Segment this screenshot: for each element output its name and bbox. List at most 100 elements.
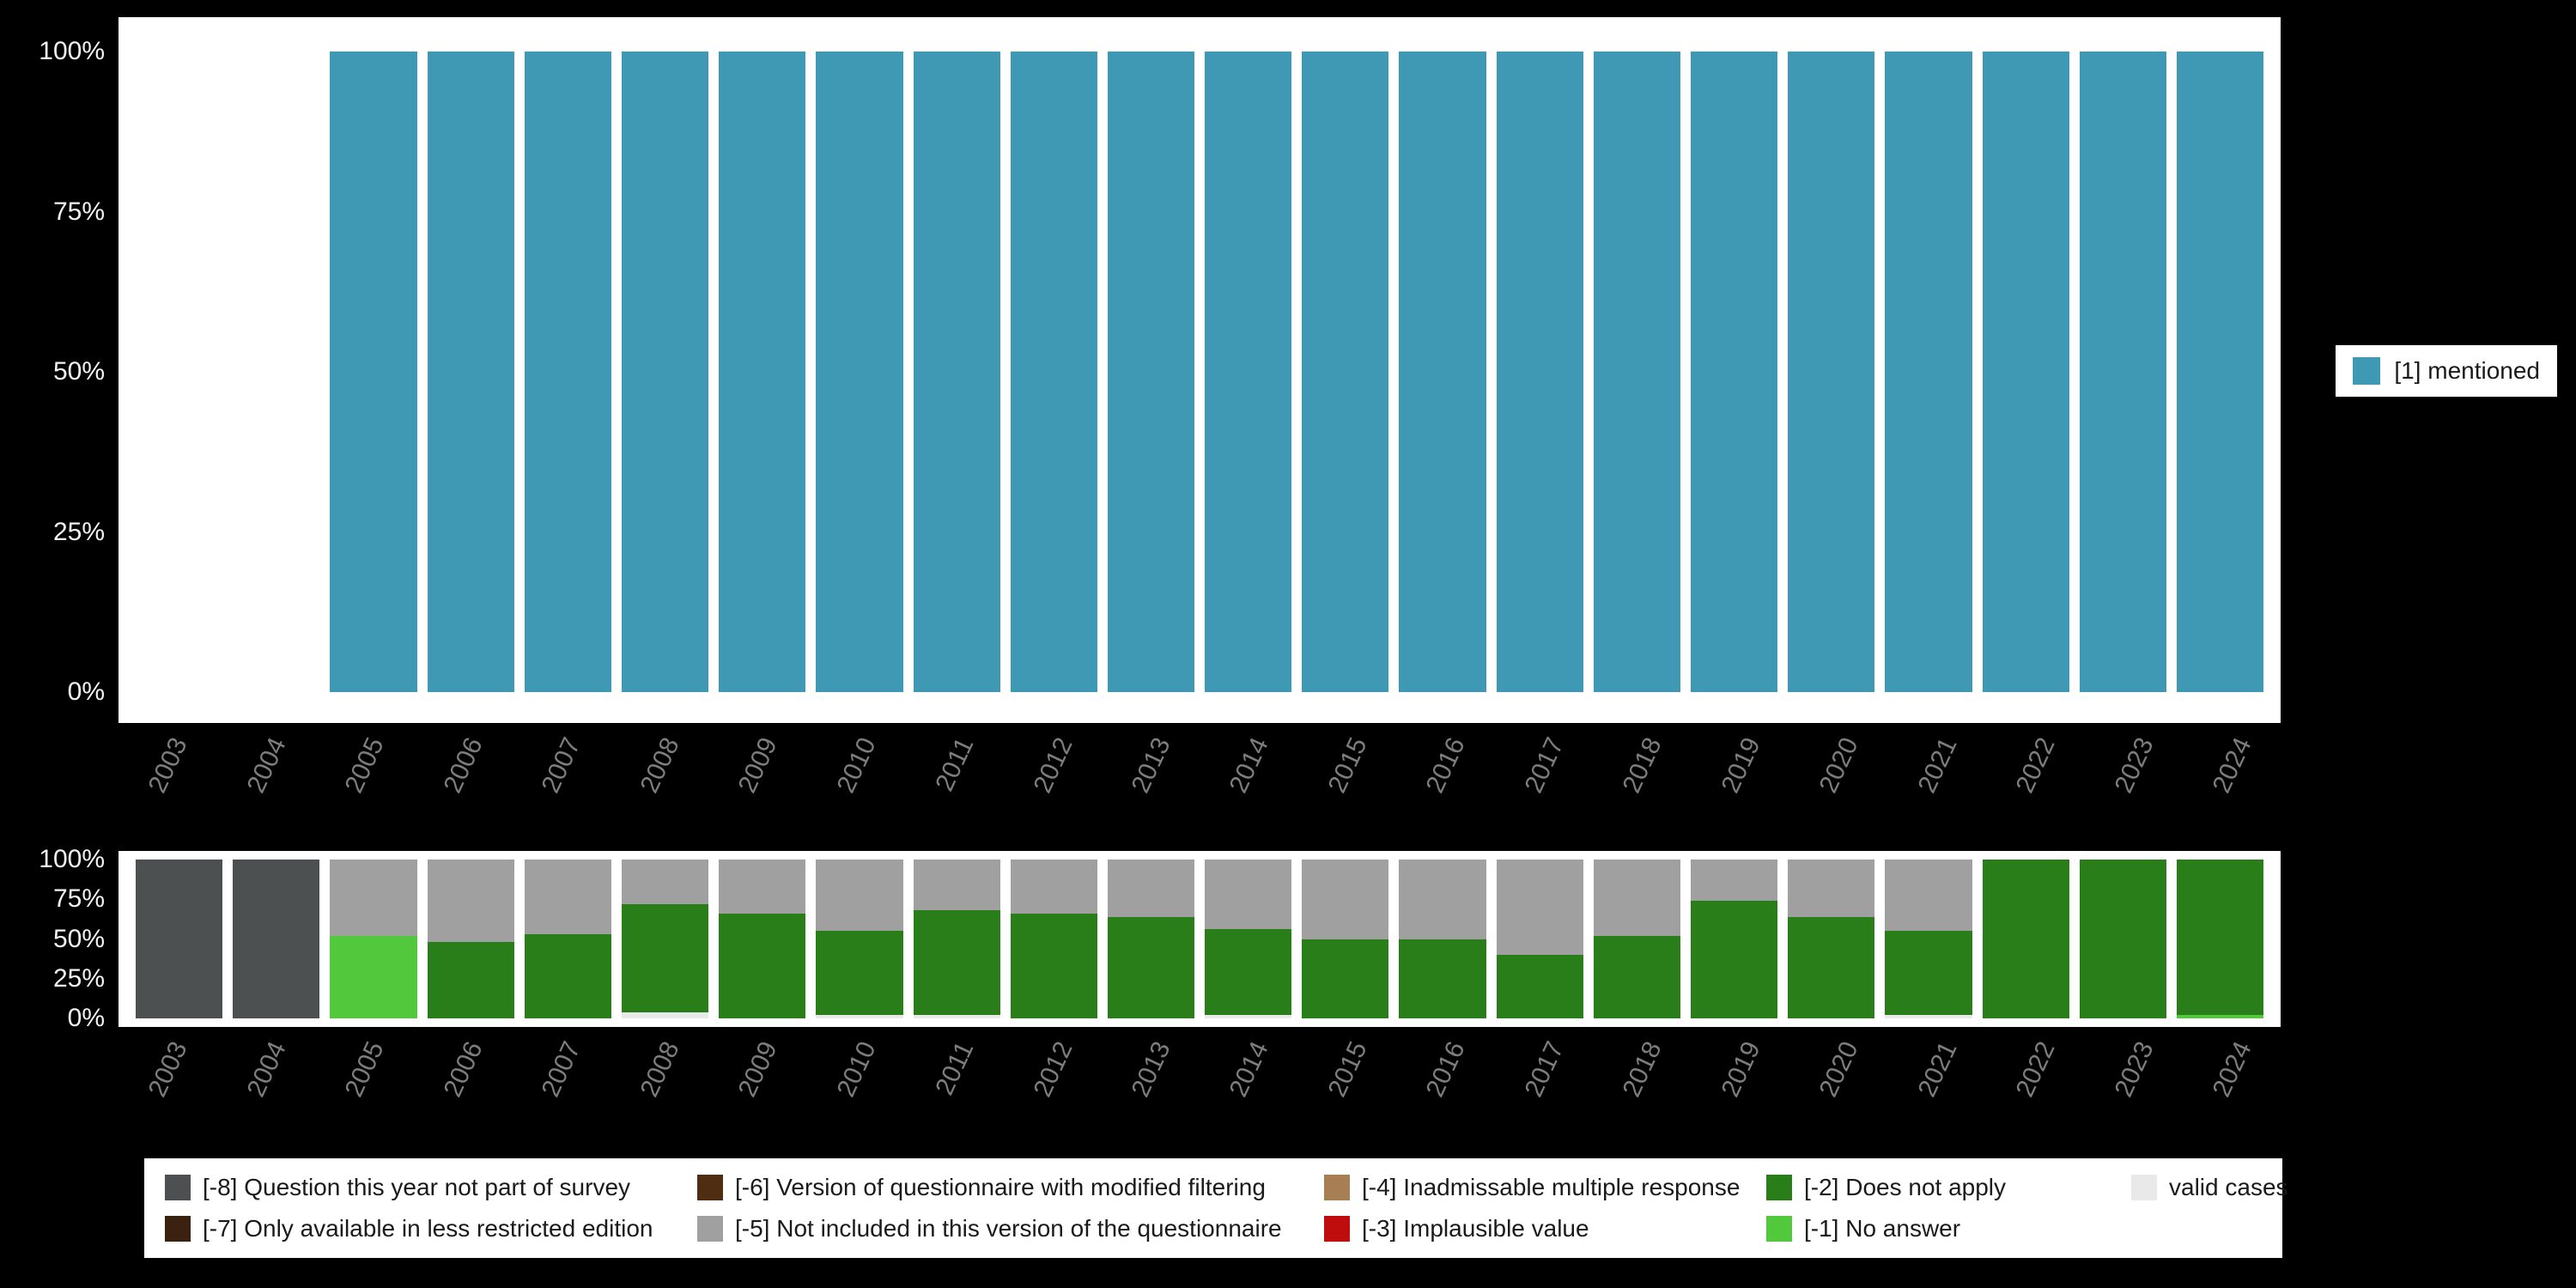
bar-2006 [427,860,514,1018]
bar-slot-2014 [1200,860,1297,1018]
x-tick: 2016 [1396,1030,1494,1159]
bar-2016 [1399,52,1486,692]
bar-2005 [330,860,417,1018]
bar-slot-2004 [228,860,325,1018]
x-tick: 2022 [1986,1030,2084,1159]
bar-slot-2004 [228,52,325,692]
bar-2013 [1107,860,1195,1018]
legend-item: valid cases [2131,1174,2288,1201]
bar-segment [1885,931,1972,1016]
x-tick: 2017 [1494,726,1592,855]
bar-segment [427,52,514,692]
bar-segment [2079,860,2166,1018]
legend-item: [-6] Version of questionnaire with modif… [697,1174,1324,1201]
bar-2014 [1205,860,1292,1018]
bar-2003 [136,52,222,692]
bar-segment [1691,52,1778,692]
x-tick-label-2012: 2012 [1028,733,1078,798]
x-tick: 2019 [1691,1030,1789,1159]
bar-2006 [427,52,514,692]
legend-item-label: [-7] Only available in less restricted e… [203,1215,653,1242]
y-tick-label: 0% [67,1004,105,1032]
bar-slot-2017 [1492,52,1589,692]
bar-2004 [233,52,319,692]
top-chart-panel [118,17,2281,723]
x-tick-label-2013: 2013 [1126,733,1176,798]
legend-item: [-4] Inadmissable multiple response [1324,1174,1766,1201]
x-tick: 2023 [2084,726,2182,855]
bar-segment [1205,860,1292,930]
bar-segment [1399,939,1486,1018]
x-tick-label-2004: 2004 [241,733,292,798]
legend-item-label: [-1] No answer [1804,1215,1961,1242]
bar-2004 [233,860,320,1018]
bar-2005 [330,52,417,692]
bottom-chart-plot [131,860,2269,1018]
x-tick: 2005 [315,726,413,855]
bar-2013 [1107,52,1195,692]
bar-segment [719,52,806,692]
x-tick: 2015 [1297,1030,1395,1159]
x-tick: 2004 [216,1030,314,1159]
bar-segment [1788,860,1875,917]
bar-slot-2013 [1103,52,1200,692]
x-tick-label-2012: 2012 [1028,1037,1078,1102]
x-tick: 2014 [1200,1030,1297,1159]
legend-item-label: [-6] Version of questionnaire with modif… [735,1174,1266,1200]
bar-slot-2009 [714,860,811,1018]
y-tick-label: 50% [52,924,105,953]
bar-2012 [1010,52,1097,692]
bar-2016 [1399,860,1486,1018]
bar-slot-2016 [1394,860,1491,1018]
x-tick-label-2023: 2023 [2109,1037,2160,1102]
x-tick-label-2014: 2014 [1224,1037,1275,1102]
bar-segment [524,52,611,692]
bar-2021 [1885,860,1972,1018]
legend-swatch [1766,1175,1792,1200]
x-tick-label-2019: 2019 [1716,1037,1766,1102]
legend-swatch [697,1175,723,1200]
bar-segment [136,860,223,1018]
bar-segment [913,52,1000,692]
bar-segment [1205,929,1292,1016]
bar-segment [1982,860,2069,1018]
x-tick-label-2007: 2007 [536,1037,586,1102]
y-tick-label: 25% [52,963,105,993]
x-tick: 2010 [806,1030,904,1159]
x-tick-label-2021: 2021 [1912,1037,1963,1102]
x-tick-label-2014: 2014 [1224,733,1275,798]
bar-segment [1010,913,1097,1018]
y-tick-label: 0% [67,677,105,706]
x-tick: 2011 [905,1030,1003,1159]
x-tick: 2012 [1003,1030,1101,1159]
bar-segment [1885,52,1972,692]
bar-slot-2023 [2075,860,2172,1018]
bar-segment [1302,52,1389,692]
bar-slot-2016 [1394,52,1491,692]
bar-segment [1107,52,1195,692]
bar-2011 [913,860,1000,1018]
bar-slot-2019 [1686,52,1783,692]
bar-segment [1302,860,1389,939]
x-tick-label-2009: 2009 [732,733,783,798]
bar-slot-2017 [1492,860,1589,1018]
x-tick: 2006 [413,1030,511,1159]
x-tick: 2024 [2183,726,2281,855]
bar-slot-2010 [811,860,908,1018]
bar-segment [621,903,709,1012]
x-tick-label-2006: 2006 [438,733,489,798]
bar-segment [1496,52,1583,692]
bar-slot-2018 [1589,860,1686,1018]
x-tick-label-2017: 2017 [1519,733,1570,798]
legend-item: [-1] No answer [1766,1215,2131,1242]
bar-slot-2012 [1005,52,1103,692]
bar-segment [1593,935,1680,1018]
bottom-chart-x-axis: 2003 2004 2005 2006 2007 2008 2009 2010 2011 2012… [118,1030,2281,1159]
bar-segment [1399,52,1486,692]
bar-segment [816,931,903,1016]
bar-segment [1788,916,1875,1018]
x-tick-label-2007: 2007 [536,733,586,798]
legend-swatch-mentioned [2353,357,2381,385]
x-tick: 2004 [216,726,314,855]
x-tick: 2013 [1102,726,1200,855]
